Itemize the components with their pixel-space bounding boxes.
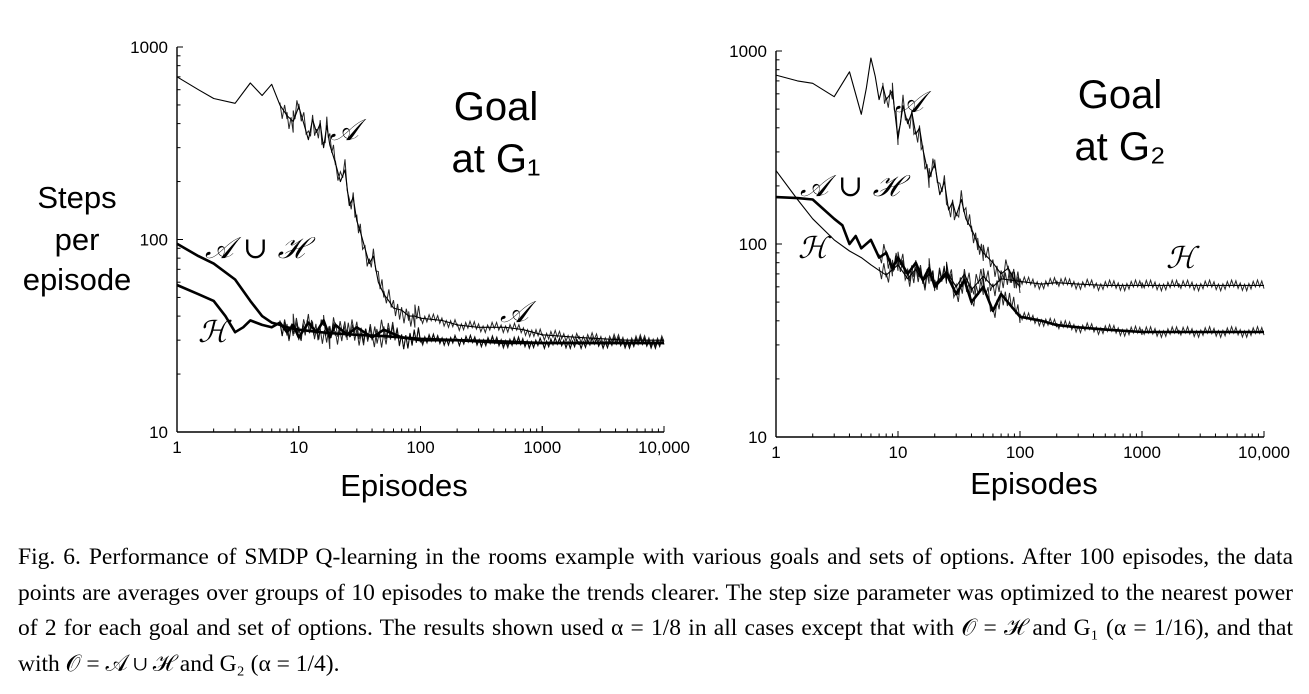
x-tick-label: 1000	[523, 438, 561, 457]
x-axis-label: Episodes	[970, 466, 1098, 501]
series-noise-2	[878, 243, 1265, 340]
figure-caption: Fig. 6. Performance of SMDP Q-learning i…	[18, 544, 1293, 677]
series-label-3: ℋ	[1166, 241, 1200, 276]
x-tick-label: 1000	[1123, 443, 1161, 462]
ylabel-line-1: Steps	[37, 180, 116, 215]
series-noise-3	[279, 313, 665, 351]
chart-title-line-1: Goal	[1078, 73, 1163, 117]
chart-title-line-1: Goal	[454, 85, 539, 129]
x-tick-label: 10,000	[1238, 443, 1290, 462]
ylabel-line-2: per	[55, 222, 100, 257]
x-tick-label: 10,000	[638, 438, 690, 457]
y-tick-label: 10	[748, 428, 767, 447]
x-tick-label: 10	[289, 438, 308, 457]
x-tick-label: 10	[889, 443, 908, 462]
series-line-3	[176, 283, 664, 345]
x-tick-label: 1	[172, 438, 181, 457]
y-tick-label: 1000	[729, 42, 767, 61]
y-tick-label: 100	[739, 235, 767, 254]
series-label-1: 𝒜	[895, 85, 932, 120]
series-label-extra: ℋ	[798, 231, 832, 266]
series-noise-1	[882, 82, 1021, 294]
series-label-3: ℋ	[198, 315, 232, 350]
y-tick-label: 10	[149, 423, 168, 442]
x-tick-label: 100	[406, 438, 434, 457]
chart-title-line-2: at G₂	[1074, 125, 1165, 169]
x-axis-label: Episodes	[340, 468, 468, 503]
series-label-1: 𝒜	[330, 113, 367, 148]
y-tick-label: 100	[140, 231, 168, 250]
chart-title-line-2: at G₁	[451, 137, 540, 181]
y-tick-label: 1000	[130, 38, 168, 57]
x-tick-label: 1	[771, 443, 780, 462]
series-label-extra: 𝒜	[500, 295, 537, 330]
x-tick-label: 100	[1006, 443, 1034, 462]
ylabel-line-3: episode	[23, 262, 132, 297]
series-noise-3	[878, 255, 1265, 297]
series-label-2: 𝒜 ∪ ℋ	[205, 231, 316, 266]
series-label-2: 𝒜 ∪ ℋ	[800, 169, 911, 204]
series-noise-1	[279, 100, 665, 347]
